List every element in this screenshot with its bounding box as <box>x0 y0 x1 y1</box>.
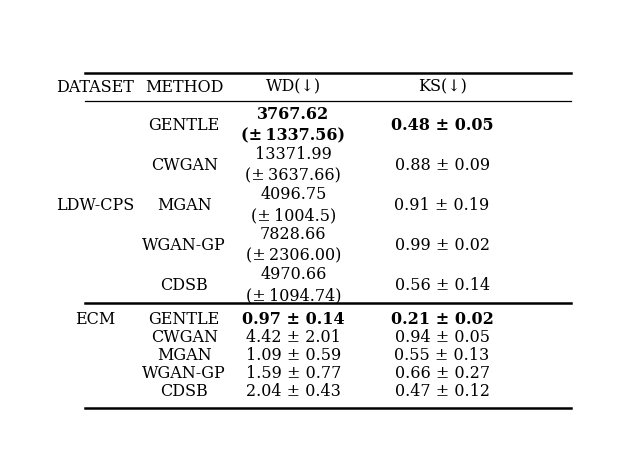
Text: 3767.62
(± 1337.56): 3767.62 (± 1337.56) <box>241 106 346 145</box>
Text: GENTLE: GENTLE <box>148 311 220 328</box>
Text: 0.97 ± 0.14: 0.97 ± 0.14 <box>242 311 344 328</box>
Text: WGAN-GP: WGAN-GP <box>142 365 226 382</box>
Text: 4970.66
(± 1094.74): 4970.66 (± 1094.74) <box>246 266 341 304</box>
Text: CWGAN: CWGAN <box>150 329 218 346</box>
Text: MGAN: MGAN <box>157 197 211 214</box>
Text: CWGAN: CWGAN <box>150 157 218 174</box>
Text: ECM: ECM <box>75 311 115 328</box>
Text: MGAN: MGAN <box>157 347 211 364</box>
Text: 0.94 ± 0.05: 0.94 ± 0.05 <box>395 329 490 346</box>
Text: LDW-CPS: LDW-CPS <box>56 197 134 214</box>
Text: 0.66 ± 0.27: 0.66 ± 0.27 <box>394 365 490 382</box>
Text: CDSB: CDSB <box>160 383 208 400</box>
Text: 13371.99
(± 3637.66): 13371.99 (± 3637.66) <box>245 146 341 184</box>
Text: 2.04 ± 0.43: 2.04 ± 0.43 <box>246 383 340 400</box>
Text: CDSB: CDSB <box>160 276 208 293</box>
Text: 0.91 ± 0.19: 0.91 ± 0.19 <box>394 197 490 214</box>
Text: KS(↓): KS(↓) <box>418 79 467 96</box>
Text: 4.42 ± 2.01: 4.42 ± 2.01 <box>246 329 340 346</box>
Text: 7828.66
(± 2306.00): 7828.66 (± 2306.00) <box>246 226 341 264</box>
Text: 0.48 ± 0.05: 0.48 ± 0.05 <box>391 117 493 134</box>
Text: 1.09 ± 0.59: 1.09 ± 0.59 <box>246 347 341 364</box>
Text: GENTLE: GENTLE <box>148 117 220 134</box>
Text: 0.21 ± 0.02: 0.21 ± 0.02 <box>390 311 493 328</box>
Text: 0.47 ± 0.12: 0.47 ± 0.12 <box>395 383 490 400</box>
Text: 4096.75
(± 1004.5): 4096.75 (± 1004.5) <box>251 186 336 224</box>
Text: 0.88 ± 0.09: 0.88 ± 0.09 <box>394 157 490 174</box>
Text: METHOD: METHOD <box>145 79 223 96</box>
Text: WGAN-GP: WGAN-GP <box>142 236 226 253</box>
Text: 0.55 ± 0.13: 0.55 ± 0.13 <box>394 347 490 364</box>
Text: 0.56 ± 0.14: 0.56 ± 0.14 <box>394 276 490 293</box>
Text: 1.59 ± 0.77: 1.59 ± 0.77 <box>246 365 341 382</box>
Text: WD(↓): WD(↓) <box>266 79 321 96</box>
Text: DATASET: DATASET <box>56 79 134 96</box>
Text: 0.99 ± 0.02: 0.99 ± 0.02 <box>395 236 490 253</box>
